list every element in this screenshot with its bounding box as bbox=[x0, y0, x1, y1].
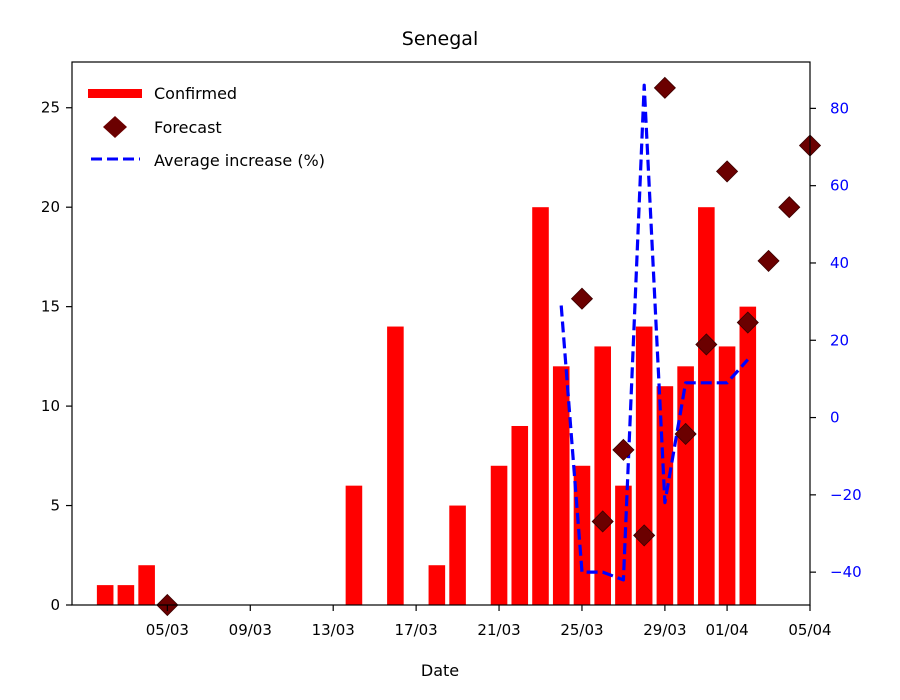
legend-label-average-increase: Average increase (%) bbox=[154, 151, 325, 170]
confirmed-bar-4 bbox=[387, 326, 404, 605]
x-tick-label-0: 05/03 bbox=[146, 621, 189, 639]
x-tick-label-4: 21/03 bbox=[477, 621, 520, 639]
forecast-marker-4 bbox=[633, 524, 656, 547]
x-tick-label-2: 13/03 bbox=[312, 621, 355, 639]
confirmed-bar-2 bbox=[138, 565, 155, 605]
legend-swatch-confirmed bbox=[88, 89, 142, 98]
y-tick-label-left-0: 0 bbox=[50, 596, 60, 614]
confirmed-bar-14 bbox=[635, 326, 653, 605]
x-tick-label-5: 25/03 bbox=[560, 621, 603, 639]
confirmed-bar-10 bbox=[552, 366, 570, 605]
confirmed-bar-7 bbox=[490, 465, 508, 605]
x-tick-label-6: 29/03 bbox=[643, 621, 686, 639]
confirmed-bar-19 bbox=[739, 306, 757, 605]
forecast-marker-7 bbox=[695, 333, 718, 356]
forecast-marker-2 bbox=[591, 510, 614, 533]
confirmed-bar-8 bbox=[511, 425, 529, 605]
x-axis: 05/03 09/03 13/03 17/03 21/03 25/03 29/03 01/04… bbox=[146, 605, 832, 639]
x-axis-label: Date bbox=[421, 661, 459, 680]
confirmed-bar-17 bbox=[698, 207, 715, 605]
chart-title: Senegal bbox=[402, 28, 478, 50]
forecast-marker-1 bbox=[570, 287, 594, 310]
confirmed-bar-16 bbox=[677, 366, 694, 605]
forecast-marker-10 bbox=[757, 249, 780, 272]
forecast-marker-11 bbox=[778, 196, 801, 219]
x-tick-label-3: 17/03 bbox=[395, 621, 438, 639]
forecast-marker-6 bbox=[674, 422, 697, 446]
y-tick-label-right-1: −20 bbox=[830, 486, 862, 504]
legend-swatch-forecast bbox=[103, 116, 127, 138]
y-axis-right: −40 −20 0 20 40 60 80 bbox=[810, 99, 862, 581]
forecast-marker-5 bbox=[653, 76, 676, 99]
confirmed-bar-6 bbox=[449, 505, 466, 605]
confirmed-bar-0 bbox=[96, 585, 114, 605]
confirmed-bar-12 bbox=[594, 346, 611, 605]
y-axis-left: 0 5 10 15 20 25 bbox=[41, 99, 72, 614]
y-tick-label-left-4: 20 bbox=[41, 198, 60, 216]
forecast-markers bbox=[156, 76, 822, 617]
y-tick-label-right-2: 0 bbox=[830, 409, 840, 427]
legend-label-confirmed: Confirmed bbox=[154, 84, 237, 103]
y-tick-label-left-3: 15 bbox=[41, 298, 60, 316]
y-tick-label-right-4: 40 bbox=[830, 254, 849, 272]
plot-frame bbox=[71, 61, 811, 606]
x-tick-label-7: 01/04 bbox=[705, 621, 748, 639]
legend: Confirmed Forecast Average increase (%) bbox=[88, 84, 325, 170]
y-tick-label-left-1: 5 bbox=[50, 497, 60, 515]
y-tick-label-left-2: 10 bbox=[41, 397, 60, 415]
x-tick-label-1: 09/03 bbox=[229, 621, 272, 639]
y-tick-label-left-5: 25 bbox=[41, 99, 60, 117]
confirmed-bar-18 bbox=[718, 346, 736, 605]
y-tick-label-right-3: 20 bbox=[830, 331, 849, 349]
legend-label-forecast: Forecast bbox=[154, 118, 222, 137]
confirmed-bar-1 bbox=[117, 585, 135, 605]
forecast-marker-3 bbox=[612, 438, 635, 461]
y-tick-label-right-6: 80 bbox=[830, 99, 849, 117]
forecast-marker-9 bbox=[736, 311, 759, 334]
average-increase-polyline bbox=[559, 83, 749, 582]
confirmed-bar-9 bbox=[532, 207, 549, 605]
y-tick-label-right-5: 60 bbox=[830, 177, 849, 195]
average-increase-line bbox=[559, 83, 749, 582]
x-tick-label-8: 05/04 bbox=[788, 621, 831, 639]
confirmed-bars bbox=[96, 207, 757, 605]
y-tick-label-right-0: −40 bbox=[830, 563, 862, 581]
confirmed-bar-3 bbox=[345, 485, 363, 605]
confirmed-bar-5 bbox=[428, 565, 446, 605]
forecast-marker-8 bbox=[716, 160, 739, 183]
